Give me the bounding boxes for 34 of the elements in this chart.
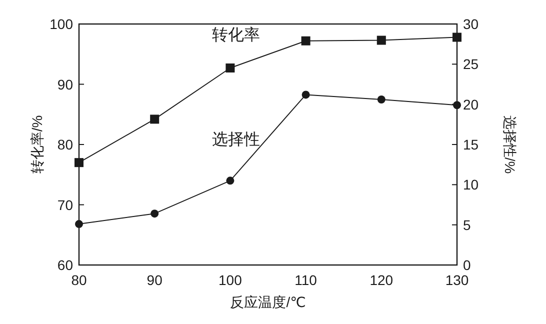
point [452, 32, 462, 42]
point [226, 63, 235, 72]
y-tick-label: 100 [50, 16, 74, 32]
y2-tick-label: 20 [463, 96, 479, 112]
point [226, 176, 234, 185]
x-axis-title: 反应温度/℃ [230, 294, 306, 310]
y-tick-label: 80 [57, 136, 74, 152]
x-tick-label: 100 [218, 272, 242, 288]
point [74, 158, 84, 168]
x-tick-label: 130 [445, 272, 469, 288]
point [302, 90, 310, 99]
x-tick-label: 80 [71, 272, 87, 288]
point [75, 220, 83, 228]
x-tick-label: 90 [146, 272, 163, 288]
x-tick-label: 110 [294, 272, 318, 288]
y-tick-label: 90 [57, 76, 74, 92]
x-tick-label: 120 [370, 272, 394, 288]
y-axis-title: 转化率/% [29, 115, 45, 174]
y2-tick-label: 30 [463, 16, 479, 32]
point [150, 114, 160, 124]
y2-tick-label: 5 [463, 216, 471, 233]
y2-tick-label: 15 [463, 136, 479, 152]
y2-tick-label: 0 [463, 257, 471, 273]
y2-tick-label: 10 [463, 176, 479, 193]
series-label: 选择性 [212, 130, 260, 149]
y2-tick-label: 25 [463, 56, 479, 72]
y-tick-label: 70 [57, 196, 74, 213]
series-label: 转化率 [212, 26, 260, 44]
point [377, 96, 386, 104]
point [150, 210, 159, 218]
y2-axis-title: 选择性/% [502, 115, 518, 174]
y-tick-label: 60 [57, 257, 74, 273]
point [376, 36, 386, 45]
point [301, 36, 310, 46]
